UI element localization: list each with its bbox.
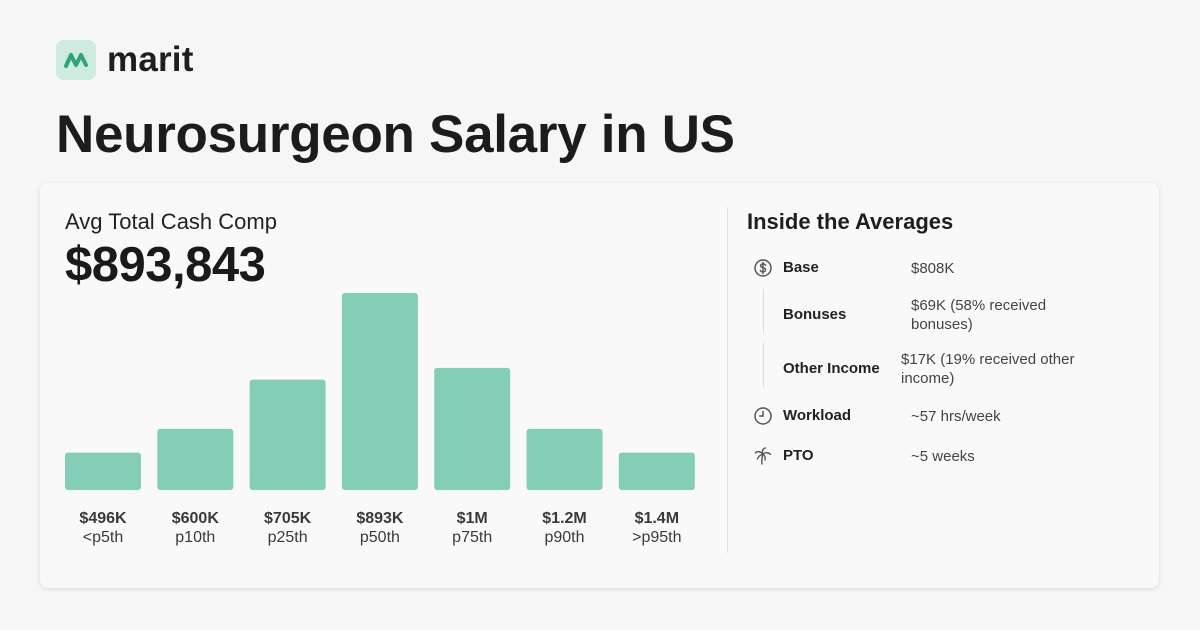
bar-3: [341, 293, 418, 490]
bar-4: [434, 367, 511, 490]
bar-category-label-1: p10th: [175, 529, 215, 546]
bar-category-label-6: >p95th: [632, 529, 681, 546]
bar-value-label-5: $1.2M: [542, 510, 586, 527]
row-label-base: Base: [783, 259, 819, 276]
dollar-circle-icon: [754, 259, 772, 277]
salary-distribution-chart: $496K <p5th $600K p10th $705K p25th $893K p50th…: [65, 293, 695, 546]
marit-logo-icon: [56, 40, 96, 80]
bar-category-label-2: p25th: [268, 529, 308, 546]
bar-value-label-6: $1.4M: [635, 510, 679, 527]
bar-category-label-3: p50th: [360, 529, 400, 546]
clock-icon: [754, 407, 772, 425]
bar-category-label-0: <p5th: [83, 529, 123, 546]
bar-6: [618, 452, 695, 490]
bar-value-label-3: $893K: [356, 510, 404, 527]
brand-name: marit: [107, 40, 194, 79]
bar-category-label-5: p90th: [544, 529, 584, 546]
palm-tree-icon: [754, 447, 772, 465]
bar-value-label-0: $496K: [79, 510, 127, 527]
row-label-other-income: Other Income: [783, 360, 880, 377]
bar-value-label-1: $600K: [172, 510, 220, 527]
tree-line-bonuses: [763, 289, 764, 333]
tree-line-other-income: [763, 343, 764, 387]
card-divider: [727, 207, 728, 553]
avg-comp-label: Avg Total Cash Comp: [65, 209, 277, 234]
page-title: Neurosurgeon Salary in US: [56, 105, 735, 164]
row-value-workload: ~57 hrs/week: [911, 408, 1001, 425]
row-label-pto: PTO: [783, 447, 814, 464]
row-value-other-income: $17K (19% received other income): [901, 351, 1075, 387]
row-label-workload: Workload: [783, 407, 852, 424]
bar-value-label-2: $705K: [264, 510, 312, 527]
row-label-bonuses: Bonuses: [783, 306, 847, 323]
bar-value-label-4: $1M: [457, 510, 488, 527]
bar-2: [249, 379, 326, 490]
row-value-pto: ~5 weeks: [911, 448, 975, 465]
bar-category-label-4: p75th: [452, 529, 492, 546]
row-value-base: $808K: [911, 260, 955, 277]
brand: marit: [56, 40, 194, 80]
avg-comp-value: $893,843: [65, 238, 266, 292]
inside-averages-title: Inside the Averages: [747, 209, 954, 234]
salary-card: Avg Total Cash Comp $893,843 $496K <p5th $…: [40, 183, 1159, 588]
bar-5: [526, 428, 603, 490]
bar-0: [65, 452, 141, 490]
bar-1: [157, 428, 234, 490]
row-value-bonuses: $69K (58% received bonuses): [911, 297, 1047, 333]
